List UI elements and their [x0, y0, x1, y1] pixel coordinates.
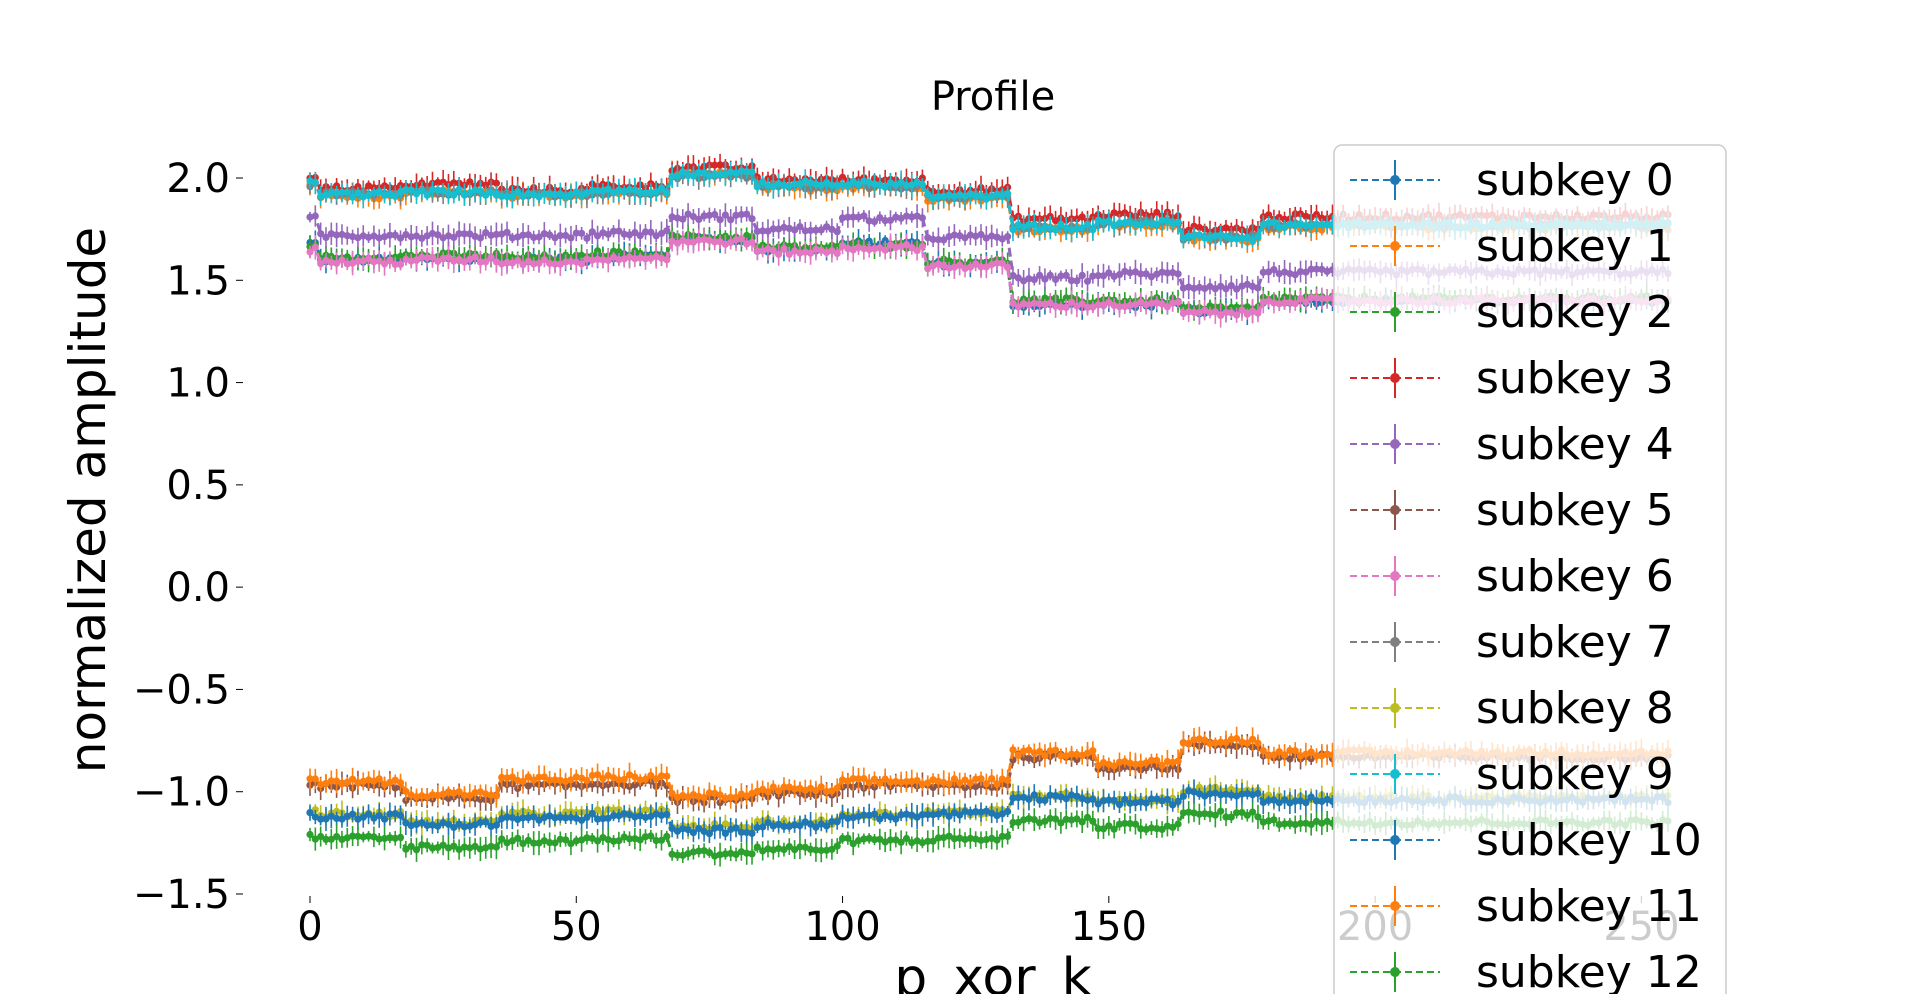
data-point — [578, 230, 585, 237]
data-point — [418, 187, 425, 194]
data-point — [1004, 233, 1011, 240]
y-tick-label: −1.5 — [133, 872, 230, 918]
data-point — [663, 256, 670, 263]
data-point — [1292, 300, 1299, 307]
data-point — [1233, 312, 1240, 319]
data-point — [775, 251, 782, 258]
data-point — [344, 189, 351, 196]
data-point — [748, 239, 755, 246]
data-point — [711, 211, 718, 218]
data-point — [1073, 277, 1080, 284]
y-tick-label: 1.5 — [166, 258, 230, 304]
data-point — [834, 228, 841, 235]
data-point — [860, 212, 867, 219]
data-point — [509, 194, 516, 201]
data-point — [567, 234, 574, 241]
y-tick-label: −0.5 — [133, 667, 230, 713]
data-point — [450, 192, 457, 199]
data-point — [1063, 304, 1070, 311]
data-point — [1254, 310, 1261, 317]
data-point — [1063, 272, 1070, 279]
data-point — [658, 184, 665, 191]
data-point — [397, 261, 404, 268]
y-tick-label: −1.0 — [133, 770, 230, 816]
x-tick-label: 150 — [1071, 904, 1147, 950]
data-point — [456, 186, 463, 193]
y-tick-label: 0.5 — [166, 463, 230, 509]
x-tick-label: 50 — [551, 904, 602, 950]
y-axis: 2.0 1.5 1.0 0.5 0.0 −0.5 −1.0 −1.5 — [133, 156, 243, 918]
y-tick-label: 2.0 — [166, 156, 230, 202]
data-point — [882, 247, 889, 254]
y-tick-label: 0.0 — [166, 565, 230, 611]
x-axis-label: p_xor_k — [894, 948, 1092, 994]
data-point — [834, 250, 841, 257]
data-point — [312, 244, 319, 251]
data-point — [424, 192, 431, 199]
data-point — [477, 234, 484, 241]
data-point — [472, 253, 479, 260]
data-point — [1084, 278, 1091, 285]
data-point — [312, 212, 319, 219]
x-tick-label: 0 — [297, 904, 322, 950]
data-point — [919, 214, 926, 221]
data-point — [663, 190, 670, 197]
x-tick-label: 100 — [804, 904, 880, 950]
data-point — [1079, 272, 1086, 279]
data-point — [780, 245, 787, 252]
data-point — [1254, 284, 1261, 291]
data-point — [748, 215, 755, 222]
data-point — [1004, 264, 1011, 271]
chart-title: Profile — [931, 74, 1055, 120]
data-point — [583, 235, 590, 242]
y-tick-label: 1.0 — [166, 361, 230, 407]
data-point — [312, 179, 319, 186]
data-point — [1175, 299, 1182, 306]
data-point — [1175, 270, 1182, 277]
data-point — [679, 216, 686, 223]
data-point — [663, 227, 670, 234]
data-point — [503, 229, 510, 236]
y-axis-label: normalized amplitude — [59, 227, 117, 773]
data-point — [738, 235, 745, 242]
data-point — [919, 243, 926, 250]
